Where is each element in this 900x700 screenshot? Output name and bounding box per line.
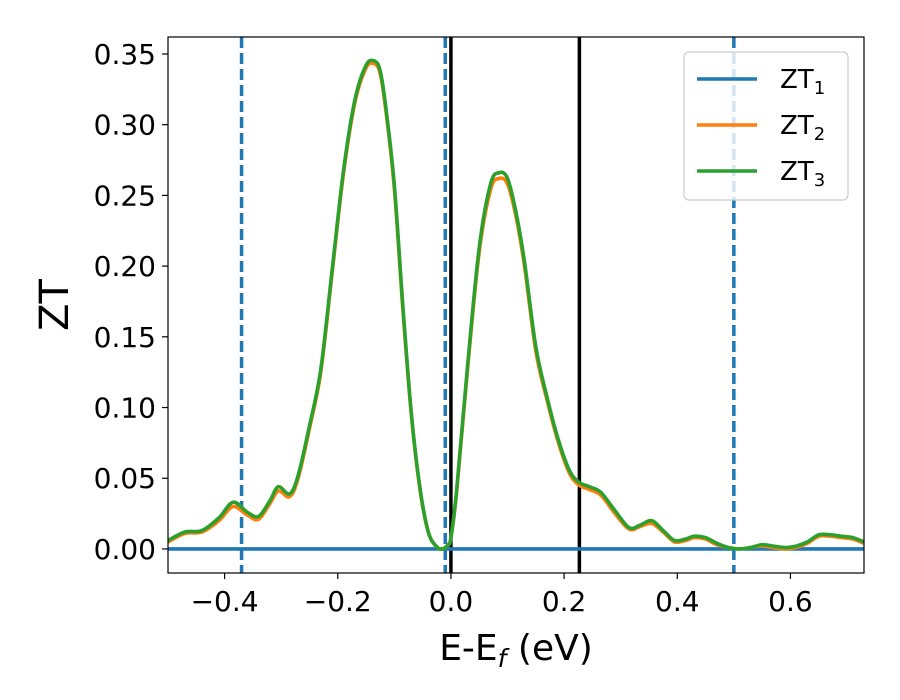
x-tick-label: 0.6 <box>768 585 813 618</box>
plot-content <box>168 37 864 573</box>
plot-area <box>168 37 864 573</box>
legend-box <box>683 51 849 201</box>
x-tick-label: −0.2 <box>304 585 372 618</box>
y-axis-title: ZT <box>32 279 78 331</box>
y-tick-label: 0.30 <box>94 109 156 142</box>
x-tick-label: −0.4 <box>191 585 259 618</box>
legend-label-zt1: ZT1 <box>780 65 825 99</box>
x-tick-label: 0.4 <box>655 585 700 618</box>
legend: ZT1 ZT2 ZT3 <box>683 51 849 201</box>
legend-label-zt3: ZT3 <box>780 157 825 191</box>
y-tick-label: 0.05 <box>94 462 156 495</box>
series-line-zt3 <box>168 58 864 551</box>
axes: −0.4 −0.2 0.0 0.2 0.4 0.6 0.00 0.05 0.10 0.15 0.20… <box>32 36 865 673</box>
x-axis-title: E-Ef (eV) <box>439 628 593 673</box>
y-tick-label: 0.15 <box>94 321 156 354</box>
y-tick-label: 0.00 <box>94 533 156 566</box>
y-tick-label: 0.10 <box>94 392 156 425</box>
axes-frame <box>167 36 865 574</box>
legend-label-zt2: ZT2 <box>780 111 825 145</box>
x-tick-label: 0.2 <box>542 585 587 618</box>
y-tick-label: 0.25 <box>94 179 156 212</box>
x-tick-label: 0.0 <box>429 585 474 618</box>
y-tick-label: 0.35 <box>94 38 156 71</box>
y-tick-label: 0.20 <box>94 250 156 283</box>
